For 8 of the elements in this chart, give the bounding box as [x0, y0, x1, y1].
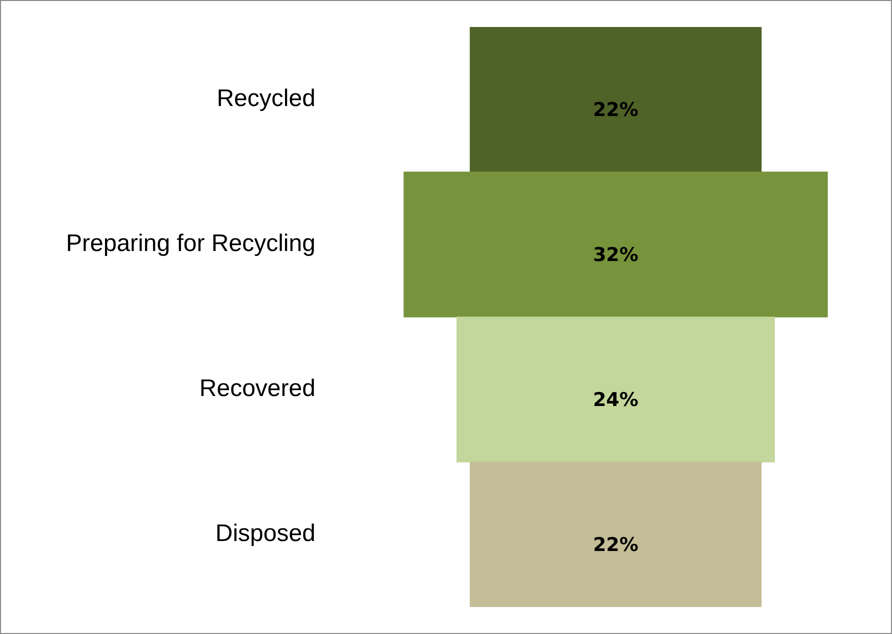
- category-label: Disposed: [215, 520, 316, 548]
- category-label: Recovered: [199, 375, 316, 402]
- data-label: 22%: [592, 98, 638, 120]
- data-label: 22%: [592, 534, 638, 556]
- data-label: 24%: [592, 388, 638, 410]
- category-label: Recycled: [216, 85, 316, 112]
- data-label: 32%: [592, 244, 638, 266]
- category-label: Preparing for Recycling: [66, 230, 316, 258]
